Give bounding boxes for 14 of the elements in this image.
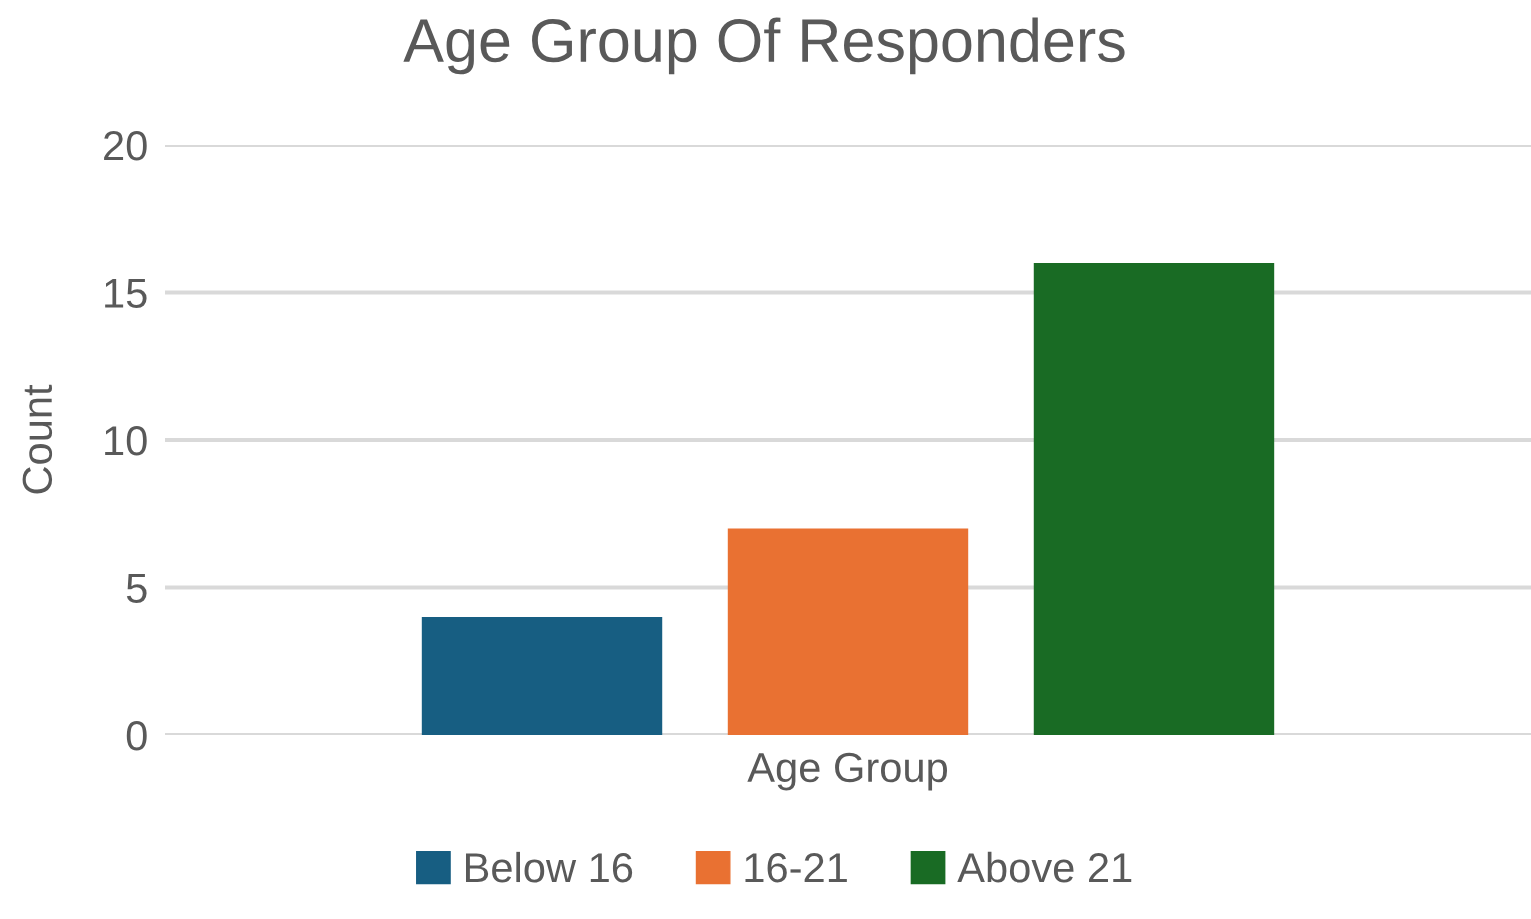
- y-tick-label: 15: [105, 278, 147, 309]
- y-axis-title: Count: [22, 384, 53, 494]
- legend-label: Below 16: [466, 851, 633, 883]
- y-tick-label: 0: [126, 721, 147, 751]
- bar: [1033, 263, 1275, 735]
- bar: [421, 617, 663, 735]
- chart-title: Age Group Of Responders: [403, 17, 1125, 75]
- legend-label: Above 21: [957, 851, 1132, 883]
- y-tick-label: 5: [126, 573, 147, 604]
- legend-label: 16-21: [745, 852, 847, 883]
- y-tick-label: 20: [104, 131, 147, 161]
- y-tick-label: 10: [105, 426, 147, 456]
- bar: [727, 528, 969, 735]
- x-tick-label: Age Group: [747, 752, 948, 791]
